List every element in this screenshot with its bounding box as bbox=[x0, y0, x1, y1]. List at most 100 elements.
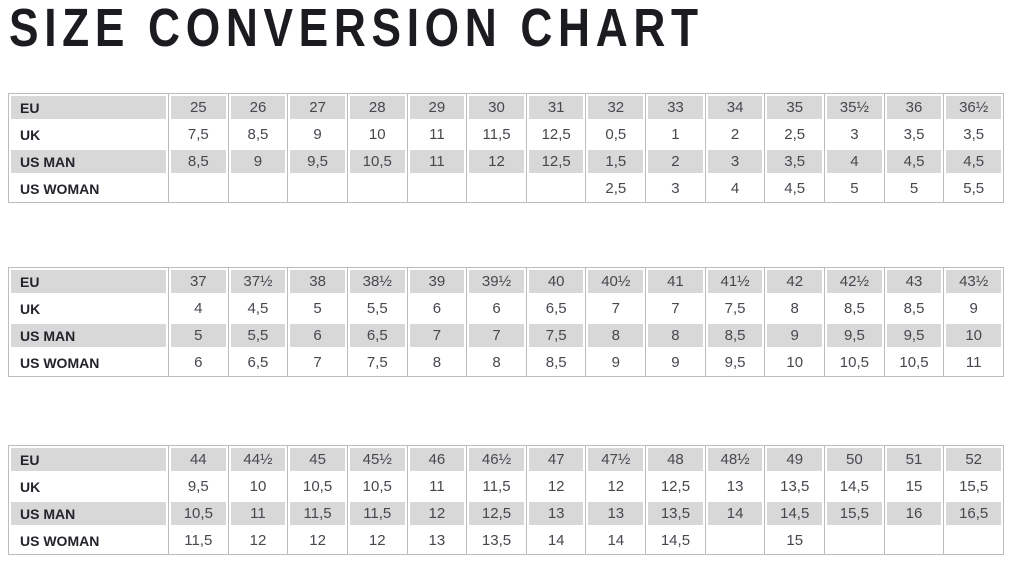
size-cell: 50 bbox=[824, 445, 885, 473]
size-cell: 9,5 bbox=[883, 322, 944, 349]
page-title: SIZE CONVERSION CHART bbox=[9, 0, 704, 58]
size-cell: 40 bbox=[525, 267, 586, 295]
size-cell: 27 bbox=[287, 93, 348, 121]
size-cell: 10 bbox=[227, 473, 288, 500]
size-cell: 4 bbox=[824, 148, 885, 175]
size-cell: 10,5 bbox=[287, 473, 348, 500]
size-cell: 33 bbox=[645, 93, 706, 121]
size-cell: 2,5 bbox=[764, 121, 825, 148]
size-cell: 15,5 bbox=[824, 500, 885, 527]
size-cell: 13,5 bbox=[645, 500, 706, 527]
size-cell: 11 bbox=[943, 349, 1004, 377]
size-cell: 47 bbox=[525, 445, 586, 473]
table-row: US MAN 5 5,5 6 6,5 7 7 7,5 8 8 8,5 9 9,5 9,5 10 bbox=[8, 322, 1004, 349]
table-row: US WOMAN 2,5 3 4 4,5 5 5 5,5 bbox=[8, 175, 1004, 203]
size-cell: 46 bbox=[406, 445, 467, 473]
size-cell: 43½ bbox=[943, 267, 1004, 295]
size-cell: 16 bbox=[883, 500, 944, 527]
size-cell: 12 bbox=[406, 500, 467, 527]
size-cell: 13,5 bbox=[764, 473, 825, 500]
size-cell: 39½ bbox=[466, 267, 527, 295]
row-label: EU bbox=[8, 445, 169, 473]
size-cell: 15,5 bbox=[943, 473, 1004, 500]
size-cell: 31 bbox=[525, 93, 586, 121]
size-cell: 4,5 bbox=[943, 148, 1004, 175]
row-label: EU bbox=[8, 267, 169, 295]
size-cell bbox=[943, 527, 1004, 555]
size-cell: 48 bbox=[645, 445, 706, 473]
size-cell: 9,5 bbox=[704, 349, 765, 377]
size-cell: 7 bbox=[406, 322, 467, 349]
size-cell: 29 bbox=[406, 93, 467, 121]
size-cell: 30 bbox=[466, 93, 527, 121]
size-cell: 2 bbox=[645, 148, 706, 175]
table-row: US WOMAN 11,5 12 12 12 13 13,5 14 14 14,5 15 bbox=[8, 527, 1004, 555]
size-cell: 3 bbox=[645, 175, 706, 203]
size-cell: 11,5 bbox=[466, 473, 527, 500]
size-cell: 11,5 bbox=[287, 500, 348, 527]
table-row: UK 4 4,5 5 5,5 6 6 6,5 7 7 7,5 8 8,5 8,5 9 bbox=[8, 295, 1004, 322]
size-cell: 25 bbox=[168, 93, 229, 121]
size-cell: 51 bbox=[883, 445, 944, 473]
size-cell: 14,5 bbox=[645, 527, 706, 555]
size-cell: 5 bbox=[168, 322, 229, 349]
size-cell: 6 bbox=[406, 295, 467, 322]
size-cell: 4,5 bbox=[764, 175, 825, 203]
table-row: US WOMAN 6 6,5 7 7,5 8 8 8,5 9 9 9,5 10 10,5 10,5 11 bbox=[8, 349, 1004, 377]
size-cell: 13 bbox=[704, 473, 765, 500]
size-cell bbox=[466, 175, 527, 203]
size-cell: 11,5 bbox=[466, 121, 527, 148]
size-cell: 10,5 bbox=[168, 500, 229, 527]
size-cell: 49 bbox=[764, 445, 825, 473]
size-cell: 37½ bbox=[227, 267, 288, 295]
size-cell: 44½ bbox=[227, 445, 288, 473]
size-cell: 10,5 bbox=[346, 473, 408, 500]
size-cell: 37 bbox=[168, 267, 229, 295]
size-cell: 12 bbox=[525, 473, 586, 500]
row-label: EU bbox=[8, 93, 169, 121]
size-cell bbox=[704, 527, 765, 555]
size-cell: 5,5 bbox=[227, 322, 288, 349]
size-cell: 1 bbox=[645, 121, 706, 148]
size-cell: 10 bbox=[943, 322, 1004, 349]
size-cell: 8 bbox=[406, 349, 467, 377]
size-cell: 8,5 bbox=[227, 121, 288, 148]
size-cell: 48½ bbox=[704, 445, 765, 473]
size-cell: 16,5 bbox=[943, 500, 1004, 527]
size-table-eu-25-36: EU 25 26 27 28 29 30 31 32 33 34 35 35½ 36 36½ UK 7,5 8,5… bbox=[8, 93, 1004, 203]
size-cell: 41 bbox=[645, 267, 706, 295]
size-cell: 41½ bbox=[704, 267, 765, 295]
size-cell: 9,5 bbox=[824, 322, 885, 349]
size-cell: 14 bbox=[525, 527, 586, 555]
size-cell bbox=[287, 175, 348, 203]
size-cell: 35½ bbox=[824, 93, 885, 121]
size-cell: 3,5 bbox=[764, 148, 825, 175]
size-cell: 14,5 bbox=[824, 473, 885, 500]
size-cell: 4 bbox=[704, 175, 765, 203]
size-cell: 8 bbox=[466, 349, 527, 377]
size-cell: 28 bbox=[346, 93, 408, 121]
size-cell: 13 bbox=[406, 527, 467, 555]
size-cell: 12 bbox=[585, 473, 646, 500]
size-cell: 9,5 bbox=[168, 473, 229, 500]
size-cell: 12 bbox=[346, 527, 408, 555]
size-cell bbox=[346, 175, 408, 203]
size-cell: 9,5 bbox=[287, 148, 348, 175]
size-cell: 6 bbox=[168, 349, 229, 377]
size-cell: 5 bbox=[824, 175, 885, 203]
size-cell: 9 bbox=[764, 322, 825, 349]
size-cell: 34 bbox=[704, 93, 765, 121]
size-cell: 52 bbox=[943, 445, 1004, 473]
size-cell: 11,5 bbox=[168, 527, 229, 555]
size-cell: 4,5 bbox=[883, 148, 944, 175]
size-cell: 7,5 bbox=[346, 349, 408, 377]
size-cell: 13 bbox=[525, 500, 586, 527]
size-cell: 44 bbox=[168, 445, 229, 473]
row-label: US MAN bbox=[8, 500, 169, 527]
size-cell: 12,5 bbox=[525, 121, 586, 148]
size-cell: 7 bbox=[585, 295, 646, 322]
row-label: UK bbox=[8, 121, 169, 148]
size-cell: 7,5 bbox=[168, 121, 229, 148]
table-row: EU 25 26 27 28 29 30 31 32 33 34 35 35½ 36 36½ bbox=[8, 93, 1004, 121]
size-cell: 11,5 bbox=[346, 500, 408, 527]
